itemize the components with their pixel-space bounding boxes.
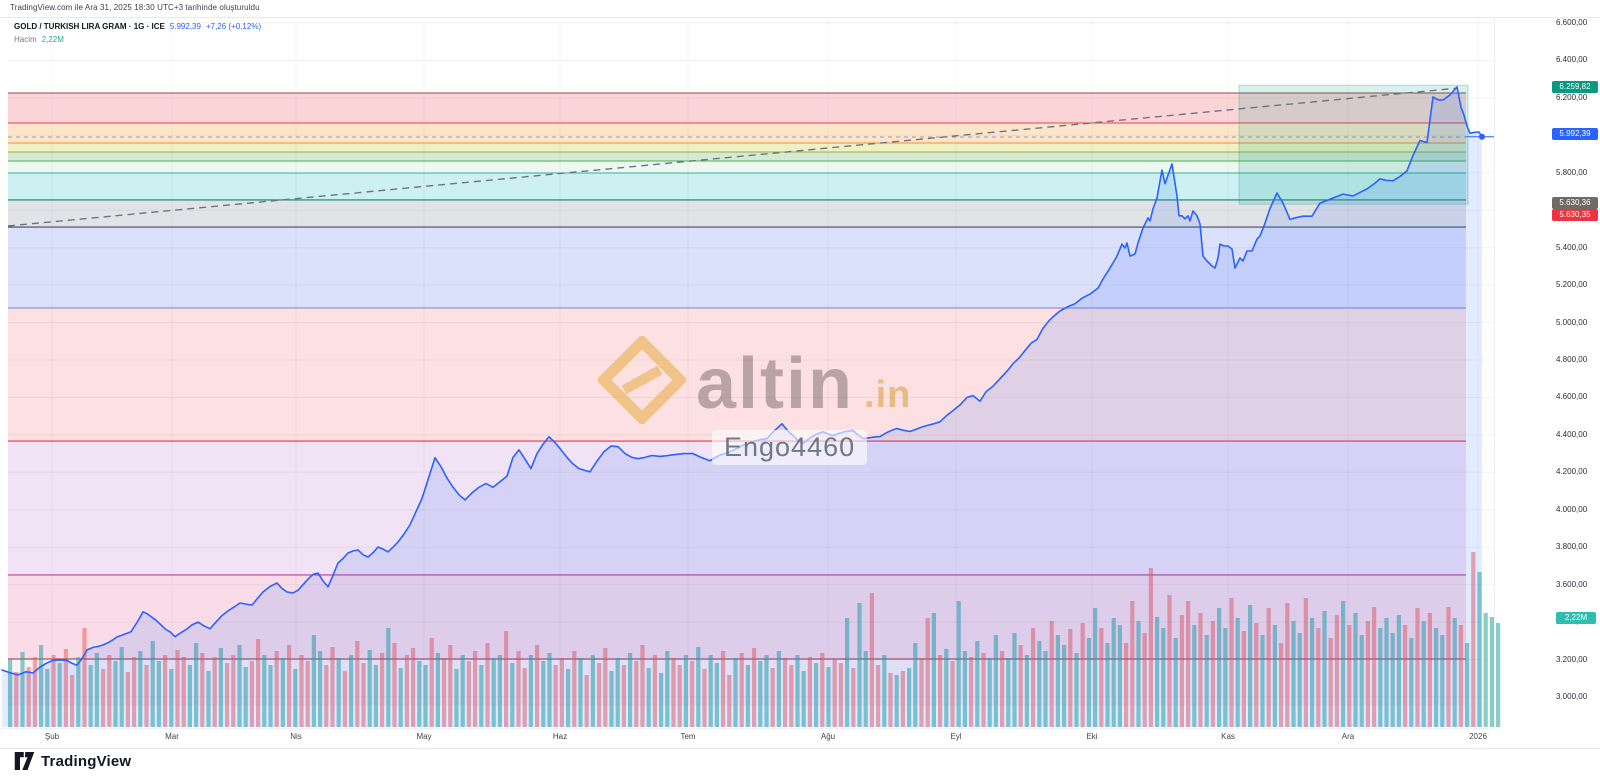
creation-note: TradingView.com ile Ara 31, 2025 18:30 U… (10, 3, 260, 12)
fib-band (8, 123, 1466, 143)
last-price-dot (1479, 133, 1485, 140)
fib-band (8, 173, 1466, 200)
last-price-value: 5.992,39 (169, 22, 201, 31)
fib-band (8, 93, 1466, 123)
price-axis-separator (1494, 18, 1495, 728)
trendline[interactable] (7, 87, 1458, 227)
chart-legend: GOLD / TURKISH LIRA GRAM · 1G · ICE 5.99… (14, 20, 261, 46)
fib-band (8, 161, 1466, 173)
panel-top-border (0, 17, 1600, 18)
tradingview-footer-logo[interactable]: TradingView (14, 751, 131, 771)
volume-label[interactable]: Hacim (14, 35, 37, 44)
tradingview-icon (14, 752, 35, 770)
fib-band (8, 227, 1466, 308)
time-axis-separator (0, 728, 1494, 729)
fib-band (8, 199, 1466, 227)
fib-band (8, 308, 1466, 442)
panel-bottom-border (0, 748, 1600, 749)
footer-brand-text: TradingView (41, 752, 132, 770)
volume-bars (7, 18, 1501, 727)
watermark-username: Engo4460 (712, 430, 868, 465)
fib-band (8, 143, 1466, 152)
price-area-fill (2, 86, 1482, 727)
price-change-value: +7,26 (+0,12%) (205, 22, 262, 31)
symbol-title[interactable]: GOLD / TURKISH LIRA GRAM · 1G · ICE (14, 22, 165, 31)
fib-band (8, 574, 1466, 659)
volume-value: 2,22M (41, 35, 64, 44)
